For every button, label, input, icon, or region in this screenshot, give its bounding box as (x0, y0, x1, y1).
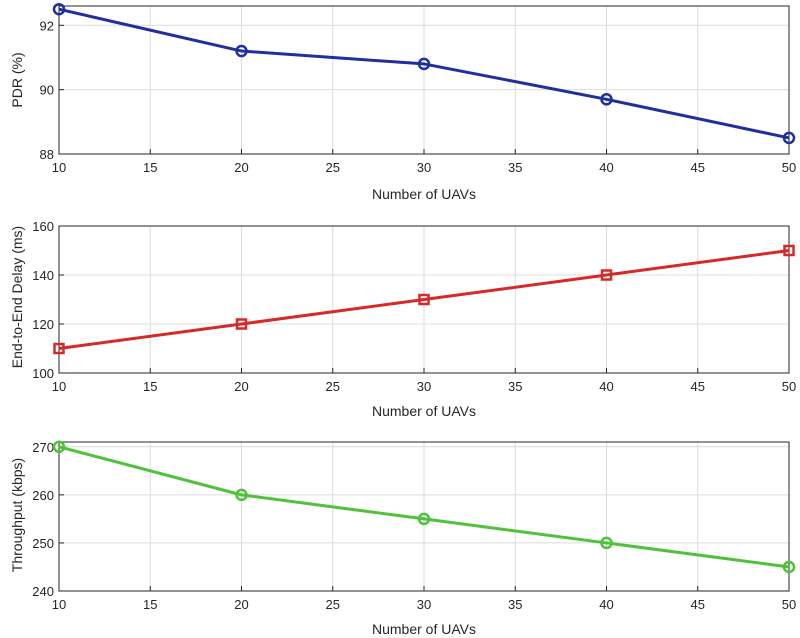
throughput-x-tick-label: 15 (143, 597, 157, 612)
delay-x-axis-label: Number of UAVs (372, 403, 476, 419)
delay-x-tick-label: 10 (52, 379, 66, 394)
throughput-data-point (235, 488, 248, 502)
throughput-data-point (417, 512, 431, 526)
delay-x-tick-label: 20 (234, 379, 248, 394)
pdr-data-point (600, 93, 613, 106)
delay-x-tick-label: 35 (508, 379, 522, 394)
throughput-x-tick-label: 20 (234, 597, 248, 612)
delay-x-tick-label: 50 (782, 379, 796, 394)
throughput-x-tick-label: 50 (782, 597, 796, 612)
throughput-x-axis-label: Number of UAVs (372, 621, 476, 637)
pdr-x-tick-label: 10 (52, 160, 66, 175)
throughput-x-tick-label: 30 (417, 597, 431, 612)
throughput-chart: 10 15 20 25 30 35 40 45 50 240 250 260 270 Number of… (9, 440, 796, 637)
pdr-data-point (417, 57, 431, 71)
throughput-y-tick-label: 250 (32, 536, 54, 551)
pdr-y-tick-label: 92 (40, 18, 54, 33)
pdr-y-axis-label: PDR (%) (9, 52, 25, 107)
pdr-x-tick-label: 15 (143, 160, 157, 175)
pdr-data-point (782, 131, 796, 145)
delay-x-tick-label: 25 (326, 379, 340, 394)
pdr-y-tick-label: 90 (40, 83, 54, 98)
throughput-axes-frame (58, 441, 790, 592)
pdr-x-tick-label: 25 (326, 160, 340, 175)
throughput-data-point (600, 536, 613, 550)
throughput-x-tick-label: 40 (599, 597, 613, 612)
throughput-x-tick-label: 45 (691, 597, 705, 612)
throughput-y-tick-label: 270 (32, 440, 54, 455)
throughput-y-tick-label: 240 (32, 584, 54, 599)
throughput-x-tick-label: 25 (326, 597, 340, 612)
delay-axes-frame (58, 225, 790, 374)
delay-data-point (783, 244, 795, 257)
pdr-y-tick-label: 88 (40, 147, 54, 162)
throughput-series-line (58, 445, 790, 569)
throughput-y-tick-label: 260 (32, 488, 54, 503)
delay-y-tick-label: 120 (32, 317, 54, 332)
pdr-x-tick-label: 20 (234, 160, 248, 175)
pdr-x-tick-label: 40 (599, 160, 613, 175)
delay-x-tick-label: 40 (599, 379, 613, 394)
delay-data-point (418, 293, 430, 306)
throughput-y-axis-label: Throughput (kbps) (9, 458, 25, 572)
delay-y-axis-label: End-to-End Delay (ms) (9, 226, 25, 368)
delay-data-point (600, 269, 613, 281)
delay-y-tick-label: 160 (32, 219, 54, 234)
delay-chart: 10 15 20 25 30 35 40 45 50 100 120 140 160 Number of… (9, 219, 796, 419)
pdr-data-point (235, 44, 248, 58)
throughput-x-tick-label: 10 (52, 597, 66, 612)
pdr-series-line (58, 7, 790, 140)
throughput-data-point (782, 560, 796, 574)
pdr-x-tick-label: 30 (417, 160, 431, 175)
pdr-x-tick-label: 35 (508, 160, 522, 175)
delay-x-tick-label: 30 (417, 379, 431, 394)
pdr-x-tick-label: 50 (782, 160, 796, 175)
delay-data-point (53, 342, 65, 355)
throughput-data-point (52, 440, 66, 454)
pdr-x-tick-label: 45 (691, 160, 705, 175)
delay-y-tick-label: 100 (32, 366, 54, 381)
pdr-axes-frame (58, 5, 790, 155)
pdr-x-axis-label: Number of UAVs (372, 186, 476, 202)
delay-x-tick-label: 15 (143, 379, 157, 394)
delay-x-tick-label: 45 (691, 379, 705, 394)
delay-series-line (58, 249, 790, 350)
pdr-data-point (52, 2, 66, 16)
throughput-x-tick-label: 35 (508, 597, 522, 612)
delay-y-tick-label: 140 (32, 268, 54, 283)
delay-data-point (235, 318, 248, 330)
